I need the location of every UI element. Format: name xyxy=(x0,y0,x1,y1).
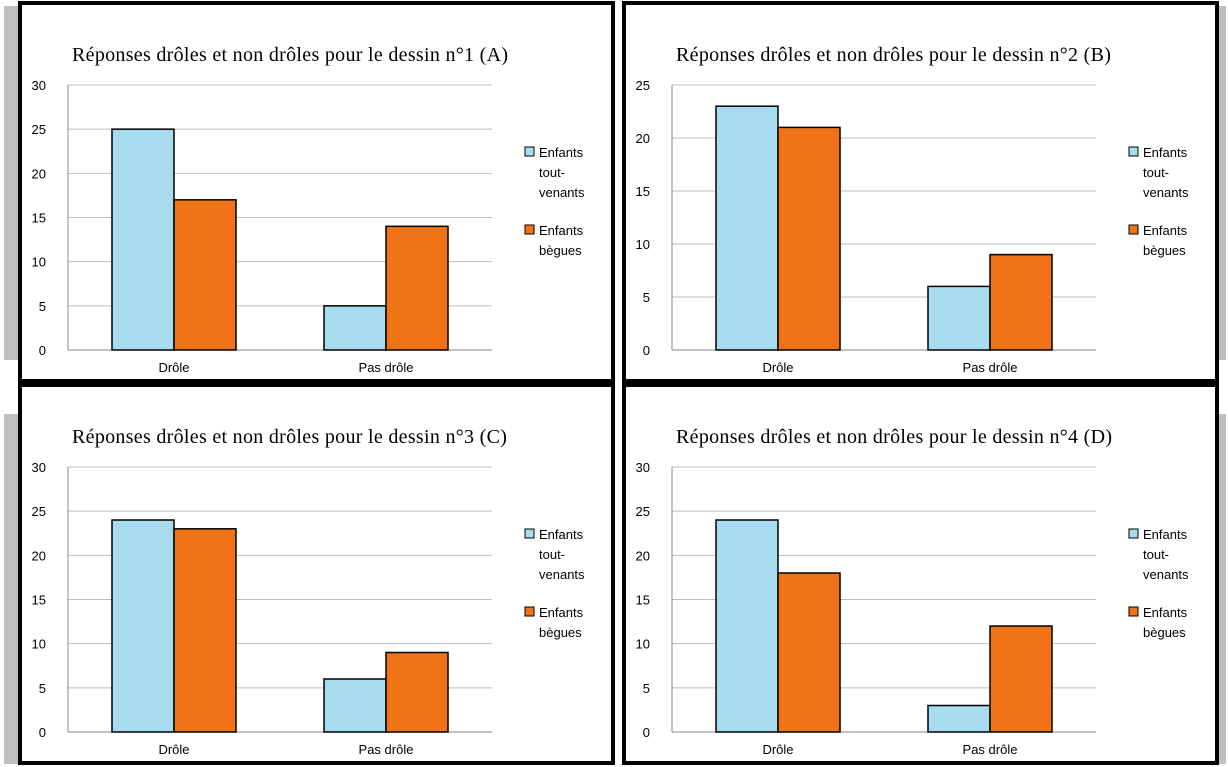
y-tick-label: 20 xyxy=(636,131,650,146)
legend-label: Enfants xyxy=(1143,605,1188,620)
bar-chart: Réponses drôles et non drôles pour le de… xyxy=(636,44,1190,375)
x-tick-label: Drôle xyxy=(158,742,189,757)
legend-label: venants xyxy=(539,567,585,582)
legend-label: tout- xyxy=(539,547,565,562)
legend-label: Enfants xyxy=(539,605,584,620)
bar-enfants-tout-venants xyxy=(927,704,991,733)
y-tick-label: 20 xyxy=(636,548,650,563)
legend-label: venants xyxy=(1143,567,1189,582)
bar-enfants-tout-venants xyxy=(323,678,387,733)
legend-label: bègues xyxy=(539,243,582,258)
chart-panel-b: Réponses drôles et non drôles pour le de… xyxy=(622,1,1219,383)
legend-label: Enfants xyxy=(1143,145,1188,160)
y-tick-label: 25 xyxy=(636,504,650,519)
y-tick-label: 25 xyxy=(636,78,650,93)
bar-enfants-tout-venants xyxy=(927,285,991,351)
legend-swatch-enfants-begues xyxy=(1128,224,1139,235)
x-tick-label: Drôle xyxy=(158,360,189,375)
bar-enfants-begues xyxy=(777,572,841,733)
bar-enfants-tout-venants xyxy=(111,128,175,351)
legend-label: bègues xyxy=(539,625,582,640)
legend-label: venants xyxy=(1143,185,1189,200)
legend-label: tout- xyxy=(1143,547,1169,562)
x-tick-label: Pas drôle xyxy=(963,742,1018,757)
bar-enfants-begues xyxy=(385,225,449,351)
y-tick-label: 0 xyxy=(643,725,650,740)
y-tick-label: 5 xyxy=(643,681,650,696)
y-tick-label: 30 xyxy=(636,460,650,475)
legend-label: bègues xyxy=(1143,243,1186,258)
legend-swatch-enfants-tout-venants xyxy=(524,528,535,539)
y-tick-label: 0 xyxy=(643,343,650,358)
legend-label: tout- xyxy=(1143,165,1169,180)
bar-enfants-begues xyxy=(385,651,449,733)
y-tick-label: 5 xyxy=(643,290,650,305)
bar-enfants-tout-venants xyxy=(715,105,779,351)
legend-label: bègues xyxy=(1143,625,1186,640)
y-tick-label: 0 xyxy=(39,343,46,358)
legend-swatch-enfants-begues xyxy=(1128,606,1139,617)
legend-swatch-enfants-begues xyxy=(524,606,535,617)
legend-swatch-enfants-tout-venants xyxy=(1128,146,1139,157)
x-tick-label: Pas drôle xyxy=(359,742,414,757)
chart-title: Réponses drôles et non drôles pour le de… xyxy=(72,426,507,448)
legend-label: tout- xyxy=(539,165,565,180)
chart-panel-a: Réponses drôles et non drôles pour le de… xyxy=(18,1,615,383)
bar-enfants-begues xyxy=(989,625,1053,733)
bar-enfants-begues xyxy=(173,199,237,351)
y-tick-label: 5 xyxy=(39,681,46,696)
bar-chart: Réponses drôles et non drôles pour le de… xyxy=(636,426,1190,757)
bar-enfants-tout-venants xyxy=(715,519,779,733)
y-tick-label: 20 xyxy=(32,548,46,563)
legend-label: Enfants xyxy=(539,527,584,542)
bar-chart: Réponses drôles et non drôles pour le de… xyxy=(32,44,586,375)
y-tick-label: 5 xyxy=(39,299,46,314)
legend-swatch-enfants-begues xyxy=(524,224,535,235)
bar-enfants-begues xyxy=(989,253,1053,351)
chart-title: Réponses drôles et non drôles pour le de… xyxy=(676,44,1111,66)
y-tick-label: 20 xyxy=(32,166,46,181)
bar-chart: Réponses drôles et non drôles pour le de… xyxy=(32,426,586,757)
y-tick-label: 10 xyxy=(636,237,650,252)
y-tick-label: 25 xyxy=(32,122,46,137)
bar-enfants-tout-venants xyxy=(323,305,387,351)
legend-label: venants xyxy=(539,185,585,200)
bar-enfants-begues xyxy=(777,126,841,351)
legend-label: Enfants xyxy=(539,223,584,238)
y-tick-label: 25 xyxy=(32,504,46,519)
y-tick-label: 30 xyxy=(32,460,46,475)
chart-panel-d: Réponses drôles et non drôles pour le de… xyxy=(622,383,1219,765)
y-tick-label: 30 xyxy=(32,78,46,93)
y-tick-label: 15 xyxy=(636,593,650,608)
y-tick-label: 10 xyxy=(636,637,650,652)
legend-label: Enfants xyxy=(1143,223,1188,238)
y-tick-label: 15 xyxy=(32,593,46,608)
chart-title: Réponses drôles et non drôles pour le de… xyxy=(676,426,1112,448)
bar-enfants-tout-venants xyxy=(111,519,175,733)
x-tick-label: Drôle xyxy=(762,360,793,375)
y-tick-label: 10 xyxy=(32,255,46,270)
legend-label: Enfants xyxy=(539,145,584,160)
bar-enfants-begues xyxy=(173,528,237,733)
y-tick-label: 15 xyxy=(32,211,46,226)
chart-title: Réponses drôles et non drôles pour le de… xyxy=(72,44,508,66)
chart-panel-c: Réponses drôles et non drôles pour le de… xyxy=(18,383,615,765)
x-tick-label: Pas drôle xyxy=(359,360,414,375)
legend-swatch-enfants-tout-venants xyxy=(524,146,535,157)
x-tick-label: Drôle xyxy=(762,742,793,757)
legend-label: Enfants xyxy=(1143,527,1188,542)
y-tick-label: 0 xyxy=(39,725,46,740)
y-tick-label: 15 xyxy=(636,184,650,199)
y-tick-label: 10 xyxy=(32,637,46,652)
x-tick-label: Pas drôle xyxy=(963,360,1018,375)
legend-swatch-enfants-tout-venants xyxy=(1128,528,1139,539)
